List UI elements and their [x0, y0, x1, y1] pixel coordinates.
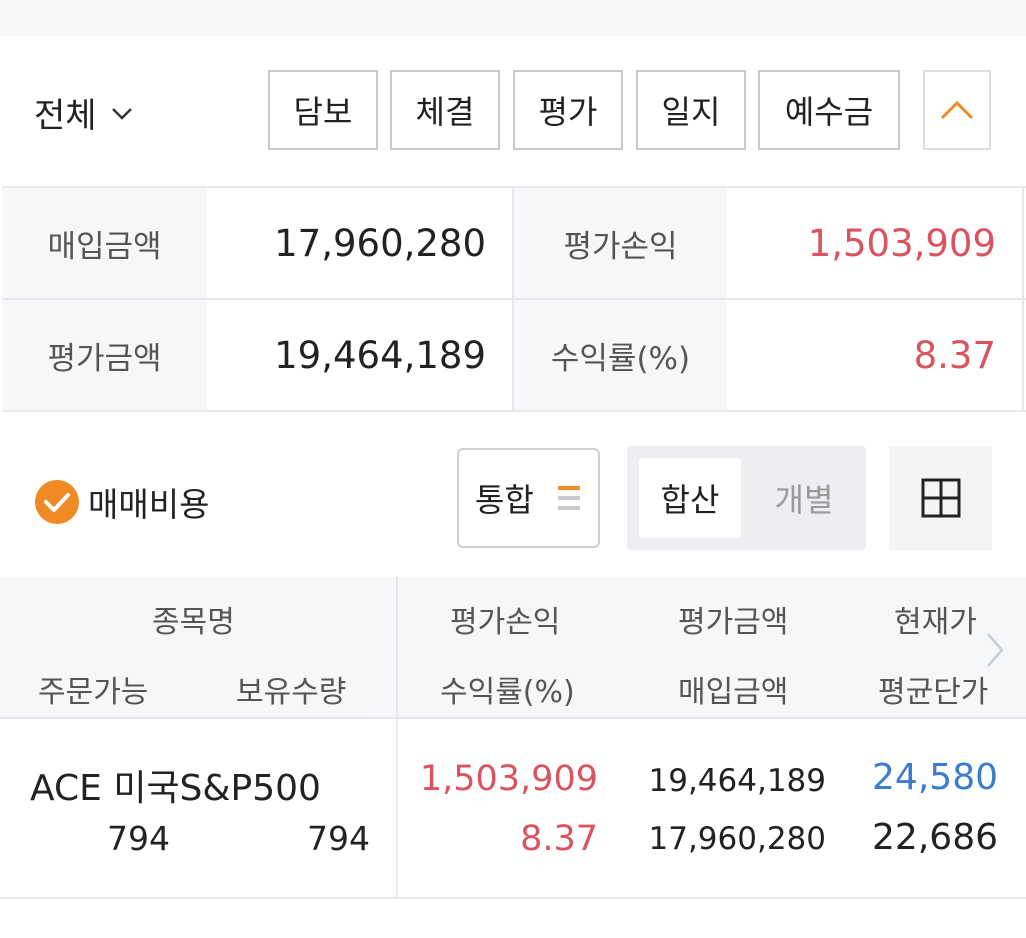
chevron-down-icon: [111, 107, 132, 120]
check-circle-icon: [35, 480, 79, 524]
header-return-rate: 수익률(%): [440, 675, 575, 710]
row-average-price: 22,686: [872, 817, 998, 858]
row-return-rate: 8.37: [520, 819, 598, 859]
header-orderable: 주문가능: [38, 675, 149, 710]
trading-fee-checkbox[interactable]: 매매비용: [34, 478, 209, 526]
execution-button[interactable]: 체결: [390, 70, 500, 150]
column-divider: [396, 577, 398, 897]
top-band: [0, 0, 1026, 36]
merge-label: 통합: [475, 481, 534, 519]
holding-qty: 794: [307, 819, 370, 858]
journal-button[interactable]: 일지: [636, 70, 746, 150]
row-evaluation-amount: 19,464,189: [648, 763, 827, 799]
row-purchase-amount: 17,960,280: [648, 821, 827, 857]
individual-segment[interactable]: 개별: [774, 481, 834, 519]
collapse-button[interactable]: [923, 70, 991, 150]
header-holding-qty: 보유수량: [236, 675, 347, 710]
header-average-price: 평균단가: [878, 675, 989, 710]
stock-name: ACE 미국S&P500: [30, 768, 321, 809]
profit-loss-label: 평가손익: [512, 188, 727, 298]
orderable-qty: 794: [107, 819, 170, 858]
header-evaluation-amount: 평가금액: [678, 605, 789, 640]
row-current-price: 24,580: [872, 757, 998, 798]
profit-loss-value: 1,503,909: [727, 188, 1024, 298]
row-profit-loss: 1,503,909: [419, 759, 598, 799]
header-purchase-amount: 매입금액: [678, 675, 789, 710]
trading-fee-label: 매매비용: [88, 485, 210, 524]
sum-segment[interactable]: 합산: [639, 458, 741, 538]
expand-view-button[interactable]: [889, 446, 992, 550]
header-profit-loss: 평가손익: [450, 605, 561, 640]
evaluation-amount-value: 19,464,189: [274, 333, 486, 377]
grid-plus-icon: [921, 478, 960, 518]
account-select[interactable]: 전체: [34, 88, 135, 137]
summary-row: 매입금액 17,960,280 평가손익 1,503,909: [2, 188, 1026, 300]
purchase-amount-label: 매입금액: [2, 188, 207, 298]
merge-sort-button[interactable]: 통합: [457, 448, 600, 548]
header-current-price: 현재가: [894, 605, 977, 640]
holdings-table-header: 종목명 주문가능 보유수량 평가손익 수익률(%) 평가금액 매입금액 현재가 …: [0, 577, 1026, 719]
aggregation-toggle: 합산 개별: [627, 446, 866, 550]
summary-grid: 매입금액 17,960,280 평가손익 1,503,909 평가금액 19,4…: [2, 186, 1026, 412]
evaluation-button[interactable]: 평가: [513, 70, 623, 150]
collateral-button[interactable]: 담보: [268, 70, 378, 150]
table-row[interactable]: ACE 미국S&P500 794 794 1,503,909 8.37 19,4…: [0, 721, 1026, 899]
sort-list-icon: [557, 486, 580, 510]
evaluation-amount-label: 평가금액: [2, 300, 207, 410]
purchase-amount-value: 17,960,280: [274, 221, 486, 265]
chevron-right-icon[interactable]: [982, 630, 1008, 670]
deposit-button[interactable]: 예수금: [758, 70, 900, 150]
header-stock-name: 종목명: [152, 605, 235, 640]
chevron-up-icon: [940, 100, 974, 120]
options-bar: 매매비용 통합 합산 개별: [0, 446, 1026, 550]
filter-bar: 전체 담보 체결 평가 일지 예수금: [0, 36, 1026, 186]
return-rate-value: 8.37: [727, 300, 1024, 410]
return-rate-label: 수익률(%): [512, 300, 727, 410]
summary-row: 평가금액 19,464,189 수익률(%) 8.37: [2, 300, 1026, 412]
account-select-label: 전체: [34, 96, 97, 136]
